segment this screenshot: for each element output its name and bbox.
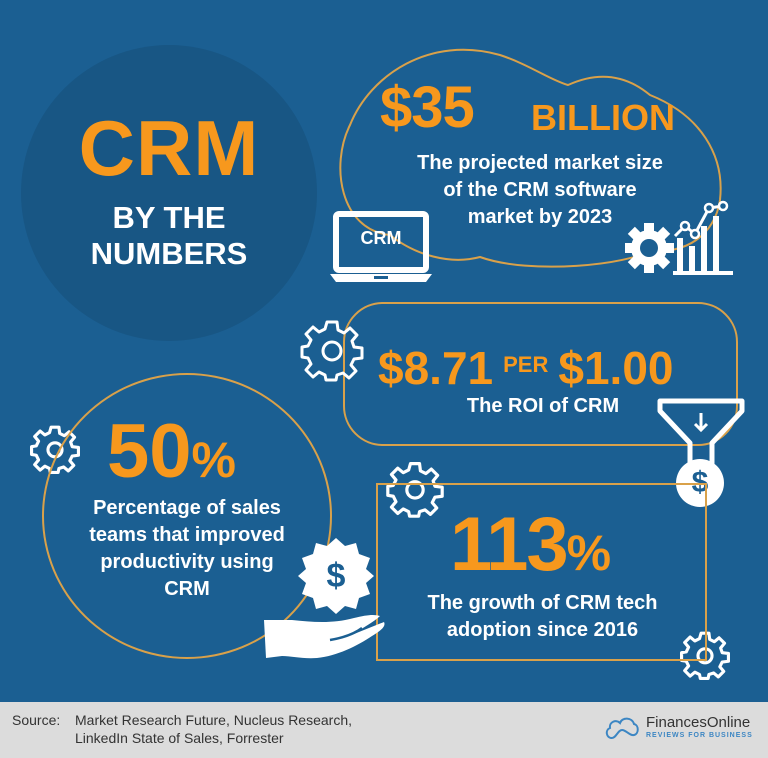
brand-name: FinancesOnline: [646, 714, 751, 731]
title-main: CRM: [78, 104, 260, 192]
brand-logo[interactable]: FinancesOnline REVIEWS FOR BUSINESS: [604, 714, 753, 741]
growth-number: 113: [450, 502, 569, 587]
productivity-value: 50%: [107, 412, 236, 500]
gear-icon: [300, 318, 364, 382]
desc-line: productivity using: [100, 551, 274, 573]
dollar-badge-icon: [296, 536, 376, 616]
desc-line: Percentage of sales: [93, 497, 281, 519]
productivity-description: Percentage of sales teams that improved …: [62, 495, 312, 603]
desc-line: CRM: [164, 578, 210, 600]
funnel-icon: [656, 397, 746, 469]
roi-base: $1.00: [558, 342, 674, 394]
growth-description: The growth of CRM tech adoption since 20…: [400, 590, 685, 644]
title-subtitle-line1: BY THE: [112, 200, 226, 235]
cloud-logo-icon: [605, 717, 639, 739]
source-label: Source:: [12, 712, 61, 728]
growth-box-outline: [376, 483, 707, 661]
percent-sign: %: [191, 432, 237, 488]
productivity-number: 50: [107, 409, 192, 494]
roi-connector: PER: [503, 352, 549, 377]
market-size-unit: BILLION: [531, 97, 675, 138]
desc-line: teams that improved: [89, 524, 285, 546]
dollar-coin-icon: $: [676, 459, 724, 507]
market-size-description: The projected market size of the CRM sof…: [380, 150, 700, 231]
badge-dollar-symbol: $: [326, 557, 346, 595]
title-subtitle-line2: NUMBERS: [90, 236, 248, 271]
infographic-canvas: CRM BY THE NUMBERS $35 BILLION The proje…: [21, 45, 746, 680]
productivity-circle-outline: [42, 373, 332, 659]
laptop-label: CRM: [360, 228, 402, 248]
roi-value-line: $8.71 PER $1.00: [378, 340, 674, 393]
roi-description: The ROI of CRM: [466, 395, 620, 417]
title-circle: [21, 45, 317, 341]
gear-icon: [386, 460, 444, 518]
roi-value: $8.71: [378, 342, 494, 394]
desc-line: of the CRM software: [443, 179, 637, 201]
gear-chart-icon: [625, 198, 735, 278]
source-line-2: LinkedIn State of Sales, Forrester: [75, 730, 284, 746]
footer: Source: Market Research Future, Nucleus …: [0, 700, 768, 758]
desc-line: The growth of CRM tech: [427, 592, 658, 614]
laptop-icon: [330, 210, 432, 285]
market-size-value: $35: [380, 75, 475, 140]
desc-line: The projected market size: [417, 152, 663, 174]
source-line-1: Market Research Future, Nucleus Research…: [75, 712, 352, 728]
percent-sign: %: [566, 525, 612, 581]
open-hand-icon: [262, 612, 387, 664]
cloud-outline: [339, 48, 722, 268]
brand-tagline: REVIEWS FOR BUSINESS: [646, 732, 753, 739]
title-subtitle: BY THE NUMBERS: [21, 200, 317, 272]
growth-value: 113%: [450, 505, 611, 593]
desc-line: market by 2023: [467, 206, 613, 228]
desc-line: adoption since 2016: [446, 619, 639, 641]
